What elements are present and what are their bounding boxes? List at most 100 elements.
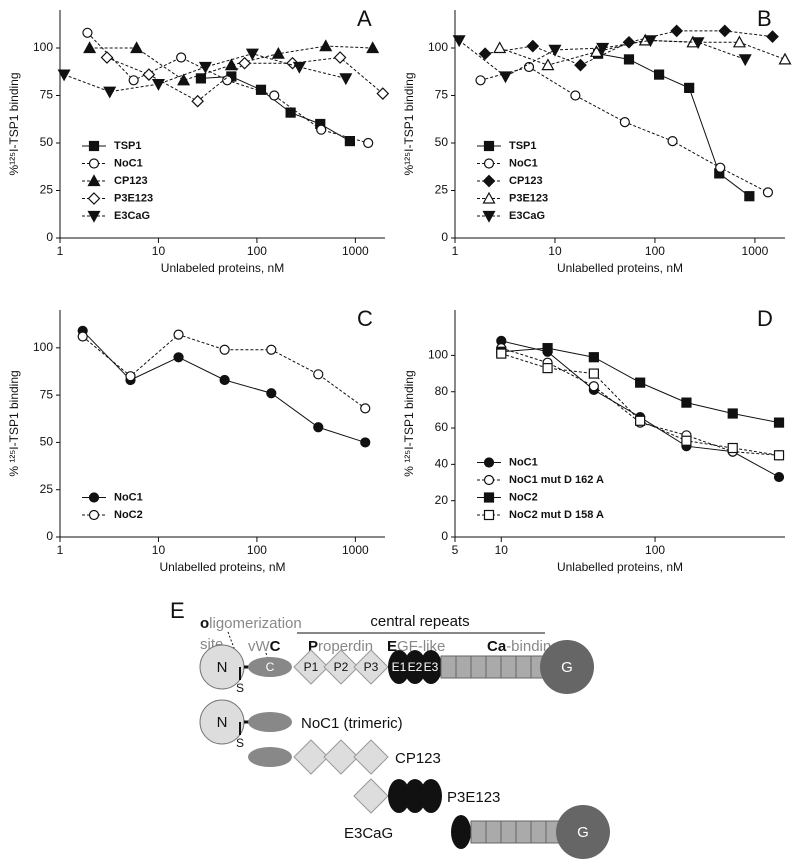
label: S: [236, 681, 244, 695]
y-tick-label: 75: [40, 387, 54, 401]
label: central repeats: [370, 613, 469, 630]
marker: [622, 35, 636, 49]
legend-label: NoC2 mut D 158 A: [509, 509, 604, 521]
marker: [738, 54, 752, 67]
panel-letter: A: [357, 6, 372, 31]
x-tick-label: 1000: [342, 543, 369, 557]
chart: 0 20 40 60 80 100 5 10 100 Unlabelled proteins, n…: [402, 306, 785, 574]
x-tick-label: 100: [247, 543, 267, 557]
label: NoC1 (trimeric): [301, 715, 403, 732]
domain-c: [248, 712, 292, 732]
y-tick-label: 25: [435, 183, 449, 197]
marker: [198, 61, 212, 74]
label: G: [577, 824, 589, 841]
marker: [496, 348, 507, 359]
marker: [773, 417, 785, 428]
y-tick-label: 0: [441, 230, 448, 244]
marker: [727, 408, 738, 419]
x-tick-label: 100: [247, 244, 267, 258]
x-axis-label: Unlabelled proteins, nM: [557, 560, 683, 574]
y-tick-label: 40: [435, 457, 449, 471]
marker: [619, 116, 630, 128]
legend-label: P3E123: [114, 192, 153, 204]
marker: [125, 371, 136, 382]
x-axis-label: Unlabeled proteins, nM: [161, 261, 284, 275]
y-tick-label: 20: [435, 493, 449, 507]
x-tick-label: 1: [452, 244, 459, 258]
marker: [285, 107, 296, 118]
marker: [195, 73, 207, 84]
marker: [333, 51, 347, 64]
marker: [376, 87, 390, 100]
x-tick-label: 10: [152, 543, 166, 557]
y-axis-label: %¹²⁵I-TSP1 binding: [7, 72, 21, 175]
marker: [681, 397, 692, 408]
y-tick-label: 80: [435, 384, 449, 398]
label: E3CaG: [344, 825, 393, 842]
label: N: [217, 714, 228, 731]
legend-label: NoC1 mut D 162 A: [509, 474, 604, 486]
marker: [643, 35, 657, 48]
marker: [360, 403, 371, 414]
marker: [339, 73, 353, 86]
x-axis-label: Unlabelled proteins, nM: [557, 261, 683, 275]
y-tick-label: 0: [441, 529, 448, 543]
marker: [271, 46, 285, 59]
label: oligomerization: [200, 615, 302, 632]
marker: [493, 41, 507, 54]
chart: 0 25 50 75 100 1 10 100 1000 Unlabelled proteins,…: [402, 6, 792, 275]
marker: [667, 136, 678, 147]
domain-e: [388, 650, 410, 684]
marker: [173, 352, 184, 363]
marker: [224, 58, 238, 71]
ca-repeats: [440, 655, 545, 679]
domain-g: [540, 640, 594, 694]
marker: [523, 61, 535, 73]
ca-repeats: [470, 820, 562, 844]
marker: [526, 39, 540, 53]
legend-label: NoC2: [509, 491, 538, 503]
legend-marker: [87, 174, 101, 187]
legend-marker: [482, 174, 496, 188]
marker: [363, 137, 374, 149]
legend-label: TSP1: [114, 140, 142, 152]
marker: [635, 415, 646, 426]
legend-marker: [483, 492, 495, 503]
marker: [478, 47, 492, 61]
y-tick-label: 0: [46, 529, 53, 543]
x-tick-label: 100: [645, 543, 665, 557]
marker: [766, 30, 779, 43]
y-axis-label: %¹²⁵I-TSP1 binding: [402, 72, 416, 175]
y-tick-label: 75: [40, 88, 54, 102]
x-tick-label: 10: [495, 543, 509, 557]
domain-c: [248, 747, 292, 767]
marker: [452, 35, 466, 48]
label-part: roperdin: [318, 638, 373, 655]
legend-label: NoC1: [114, 491, 143, 503]
domain-p: [353, 778, 389, 814]
marker: [366, 41, 380, 54]
marker: [570, 90, 581, 101]
label-part: o: [200, 615, 209, 632]
label: P1: [304, 660, 319, 674]
marker: [623, 54, 635, 65]
marker: [269, 90, 280, 101]
label-part: C: [270, 638, 281, 655]
marker: [313, 369, 324, 380]
legend-marker: [483, 474, 495, 486]
label-part: E: [387, 638, 397, 655]
chart: 0 25 50 75 100 1 10 100 1000 Unlabeled proteins, …: [7, 6, 390, 275]
legend-label: CP123: [114, 175, 148, 187]
marker: [691, 37, 705, 50]
x-tick-label: 1000: [742, 244, 769, 258]
marker: [548, 44, 562, 57]
legend-marker: [88, 158, 100, 169]
domain-p: [323, 739, 359, 775]
marker: [292, 61, 306, 74]
marker: [475, 75, 486, 86]
x-tick-label: 100: [645, 244, 665, 258]
label: Properdin: [308, 638, 373, 655]
marker: [542, 343, 553, 354]
domain-g: [556, 805, 610, 859]
